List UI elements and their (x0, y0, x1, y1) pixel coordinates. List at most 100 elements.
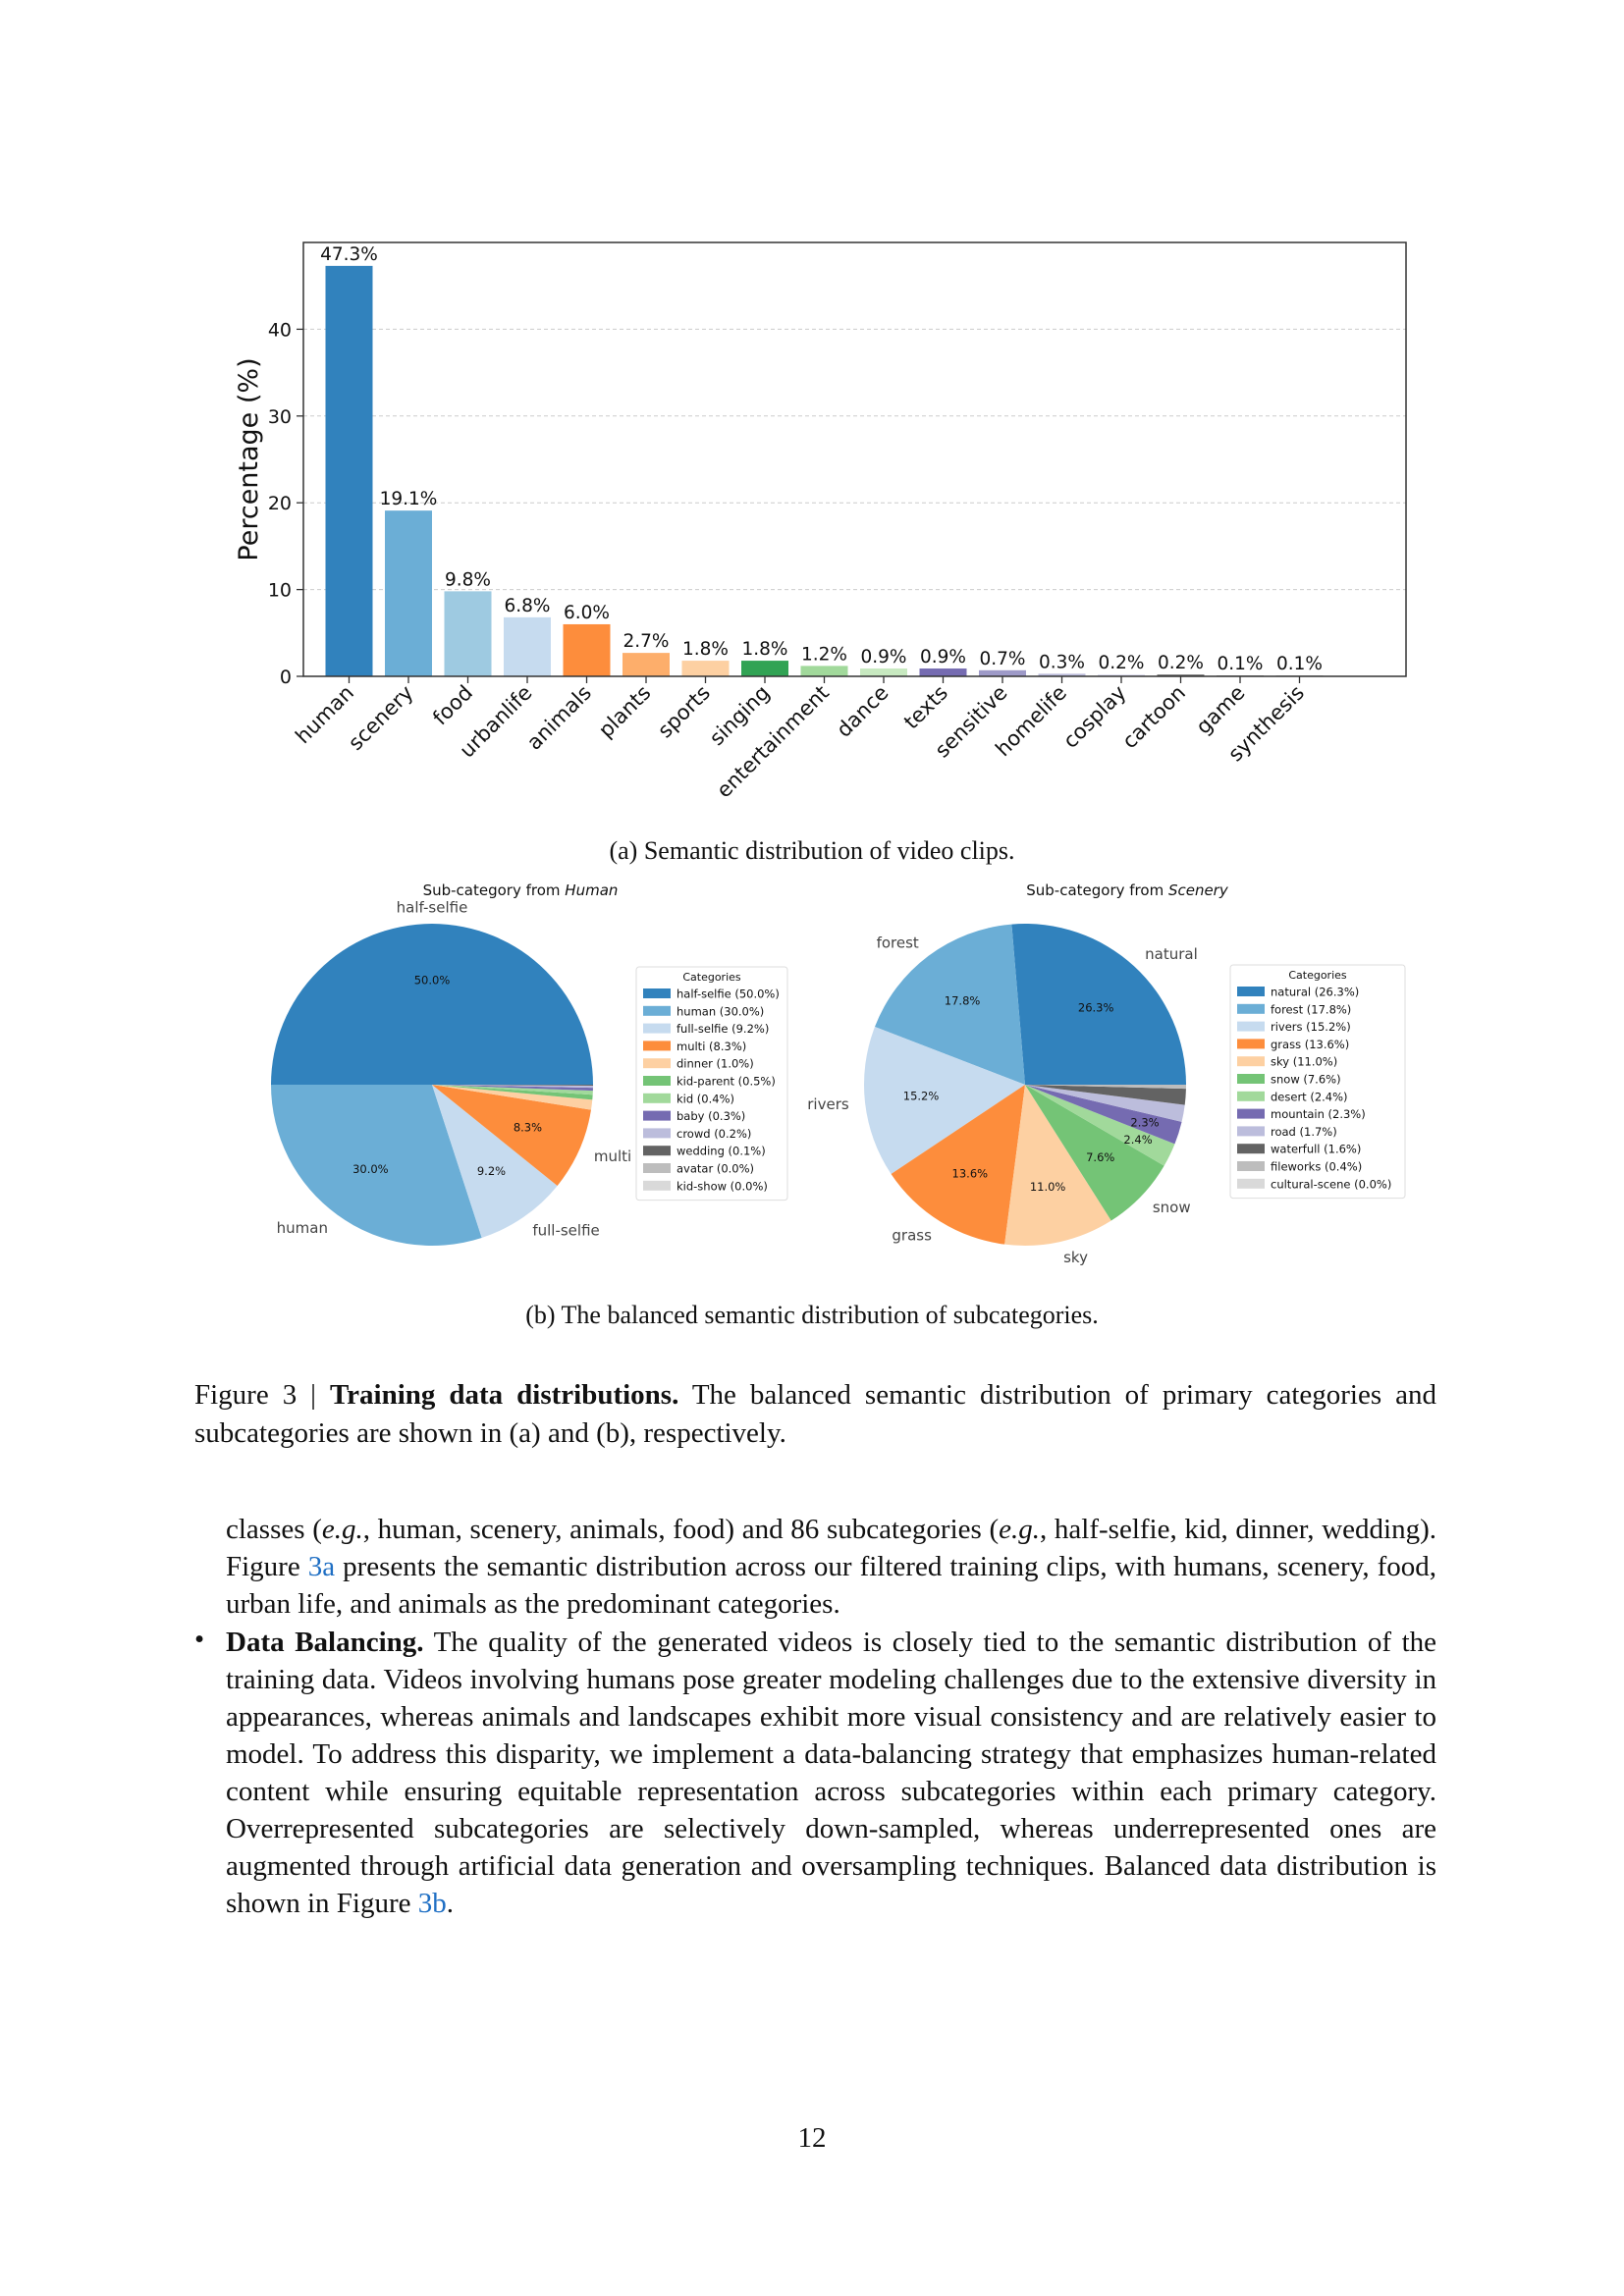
pct-label-mountain: 2.3% (1130, 1115, 1159, 1129)
bar-plants (623, 653, 670, 676)
bar-homelife (1038, 673, 1086, 676)
text-run: e.g. (999, 1514, 1040, 1545)
bar-chart-y-ticks: 0 10 20 30 40 (268, 319, 303, 688)
legend-entry-avatar: avatar (0.0%) (677, 1162, 754, 1176)
figure-a-caption: (a) Semantic distribution of video clips… (609, 836, 1015, 865)
bar-entertainment (800, 666, 848, 676)
legend-swatch (1237, 987, 1265, 996)
text-run: presents the semantic distribution acros… (226, 1551, 1436, 1620)
slice-full-selfie (432, 1085, 558, 1238)
legend-entry-desert: desert (2.4%) (1271, 1090, 1348, 1103)
y-tick-label: 10 (268, 580, 292, 602)
slice-kid-parent (432, 1085, 593, 1100)
text-run: . (446, 1888, 454, 1919)
legend-entry-cultural-scene: cultural-scene (0.0%) (1271, 1177, 1391, 1191)
pct-label-sky: 11.0% (1030, 1180, 1066, 1194)
legend-entry-human: human (30.0%) (677, 1004, 764, 1018)
slice-sky (1004, 1085, 1111, 1246)
slice-road (1025, 1085, 1185, 1122)
legend-swatch (1237, 1161, 1265, 1171)
legend-entry-rivers: rivers (15.2%) (1271, 1020, 1351, 1034)
legend-swatch (1237, 1126, 1265, 1137)
pct-label-forest: 17.8% (945, 994, 981, 1008)
bar-chart-ylabel: Percentage (%) (234, 357, 264, 561)
text-run: classes ( (226, 1514, 322, 1545)
bar-cosplay (1098, 674, 1145, 676)
slice-rivers (863, 1027, 1025, 1174)
legend-entry-multi: multi (8.3%) (677, 1040, 746, 1053)
value-label-food: 9.8% (445, 569, 491, 590)
legend-swatch (1237, 1074, 1265, 1084)
pie-chart-scenery: Sub-category from Scenery natural 26.3% for… (807, 881, 1406, 1266)
slice-desert (1025, 1085, 1175, 1166)
figure-3b-link[interactable]: 3b (417, 1888, 447, 1919)
pct-label-full-selfie: 9.2% (477, 1164, 506, 1178)
legend-title: Categories (1288, 969, 1347, 982)
legend-entry-sky: sky (11.0%) (1271, 1055, 1337, 1069)
legend-swatch (1237, 1108, 1265, 1119)
y-tick-label: 20 (268, 493, 292, 514)
outer-label-forest: forest (877, 934, 919, 952)
value-label-scenery: 19.1% (380, 489, 438, 509)
bar-cartoon (1157, 674, 1205, 676)
outer-label-full-selfie: full-selfie (532, 1222, 599, 1240)
slice-grass (891, 1085, 1025, 1245)
legend-entry-dinner: dinner (1.0%) (677, 1057, 754, 1071)
outer-label-snow: snow (1153, 1199, 1191, 1216)
value-label-homelife: 0.3% (1039, 652, 1085, 672)
outer-label-multi: multi (594, 1148, 631, 1165)
pct-label-desert: 2.4% (1123, 1133, 1152, 1147)
slice-fileworks (1025, 1085, 1186, 1090)
bar-human (325, 265, 373, 676)
page-number: 12 (797, 2122, 827, 2154)
legend-swatch (643, 1163, 671, 1173)
legend-entry-kid: kid (0.4%) (677, 1092, 734, 1105)
legend-entry-road: road (1.7%) (1271, 1125, 1337, 1139)
legend-swatch (643, 1058, 671, 1069)
slice-dinner (432, 1085, 593, 1110)
figure-caption-text: The balanced semantic distribution of pr… (194, 1379, 1436, 1449)
figure-3a-link[interactable]: 3a (307, 1551, 336, 1582)
outer-label-rivers: rivers (807, 1095, 849, 1113)
legend-entry-wedding: wedding (0.1%) (677, 1145, 766, 1158)
pie-title: Sub-category from Scenery (1026, 881, 1229, 899)
bar-scenery (385, 510, 432, 676)
value-label-sports: 1.8% (682, 639, 729, 660)
figure-caption: Figure 3 | Training data distributions. … (194, 1376, 1436, 1453)
legend-entry-fileworks: fileworks (0.4%) (1271, 1160, 1362, 1174)
value-label-human: 47.3% (320, 244, 378, 265)
legend-entry-crowd: crowd (0.2%) (677, 1127, 751, 1141)
value-label-urbanlife: 6.8% (505, 596, 551, 616)
bar-chart-bars (325, 265, 1324, 676)
pct-label-grass: 13.6% (952, 1167, 989, 1181)
bullet-symbol: • (194, 1624, 205, 1655)
value-label-texts: 0.9% (920, 647, 966, 667)
legend-swatch (643, 1093, 671, 1103)
slice-baby (432, 1085, 593, 1092)
y-tick-label: 30 (268, 406, 292, 428)
legend-box (1229, 964, 1406, 1200)
bullet-title: Data Balancing. (226, 1627, 424, 1658)
pct-label-human: 30.0% (352, 1162, 389, 1176)
legend-entry-baby: baby (0.3%) (677, 1109, 745, 1123)
legend-entry-kid-parent: kid-parent (0.5%) (677, 1075, 776, 1089)
value-label-animals: 6.0% (564, 603, 610, 623)
bar-dance (860, 668, 907, 676)
slice-multi (432, 1085, 591, 1186)
legend-swatch (1237, 1021, 1265, 1032)
legend-swatch (643, 988, 671, 998)
slice-mountain (1025, 1085, 1182, 1145)
pie-title: Sub-category from Human (423, 881, 619, 899)
outer-label-natural: natural (1145, 945, 1198, 963)
outer-label-human: human (277, 1219, 328, 1237)
legend-swatch (643, 1041, 671, 1051)
bar-texts (919, 668, 967, 676)
legend-swatch (643, 1180, 671, 1191)
legend-swatch (643, 1110, 671, 1121)
text-run: e.g. (321, 1514, 363, 1545)
text-run: The quality of the generated videos is c… (226, 1627, 1437, 1919)
bar-singing (741, 661, 788, 676)
legend-swatch (1237, 1003, 1265, 1014)
legend-swatch (643, 1023, 671, 1034)
legend-entry-waterfull: waterfull (1.6%) (1271, 1143, 1361, 1156)
